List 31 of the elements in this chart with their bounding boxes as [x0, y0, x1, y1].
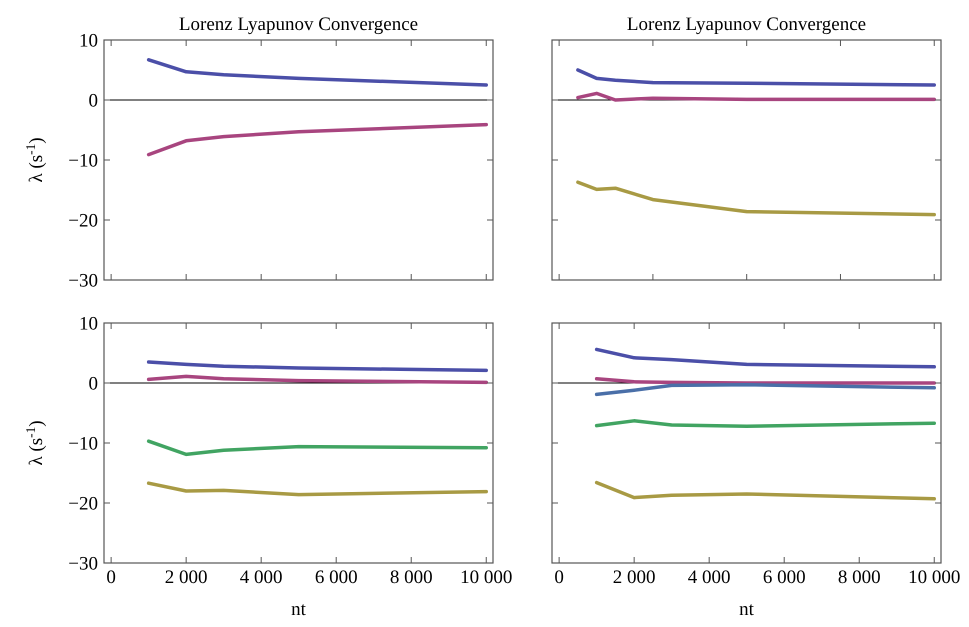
x-tick-label: 0 — [106, 567, 116, 588]
x-tick-label: 6 000 — [314, 567, 358, 588]
line-series — [146, 122, 488, 156]
chart-title: Lorenz Lyapunov Convergence — [178, 14, 418, 35]
y-tick-label: 10 — [79, 30, 98, 52]
line-series — [146, 360, 488, 372]
y-tick-label: −30 — [68, 554, 98, 575]
line-series — [146, 58, 488, 87]
y-tick-label: 0 — [88, 90, 98, 112]
y-tick-label: −20 — [68, 494, 98, 515]
x-tick-label: 0 — [554, 567, 564, 588]
line-series — [146, 481, 488, 496]
y-tick-label: −30 — [68, 270, 98, 292]
x-tick-label: 10 000 — [908, 567, 960, 588]
x-tick-label: 4 000 — [688, 567, 731, 588]
y-tick-label: −10 — [68, 434, 98, 455]
x-tick-label: 8 000 — [390, 567, 433, 588]
y-tick-label: −20 — [68, 210, 98, 232]
y-tick-label: 10 — [79, 314, 98, 335]
x-axis-title: nt — [291, 599, 307, 620]
x-axis-title: nt — [739, 599, 755, 620]
chart-title: Lorenz Lyapunov Convergence — [626, 14, 866, 35]
x-tick-label: 2 000 — [164, 567, 208, 588]
y-tick-label: −10 — [68, 150, 98, 172]
x-tick-label: 6 000 — [762, 567, 806, 588]
x-tick-label: 10 000 — [460, 567, 512, 588]
x-tick-label: 8 000 — [838, 567, 881, 588]
line-series — [146, 439, 488, 456]
y-tick-label: 0 — [88, 374, 98, 395]
x-tick-label: 4 000 — [240, 567, 283, 588]
x-tick-label: 2 000 — [612, 567, 656, 588]
